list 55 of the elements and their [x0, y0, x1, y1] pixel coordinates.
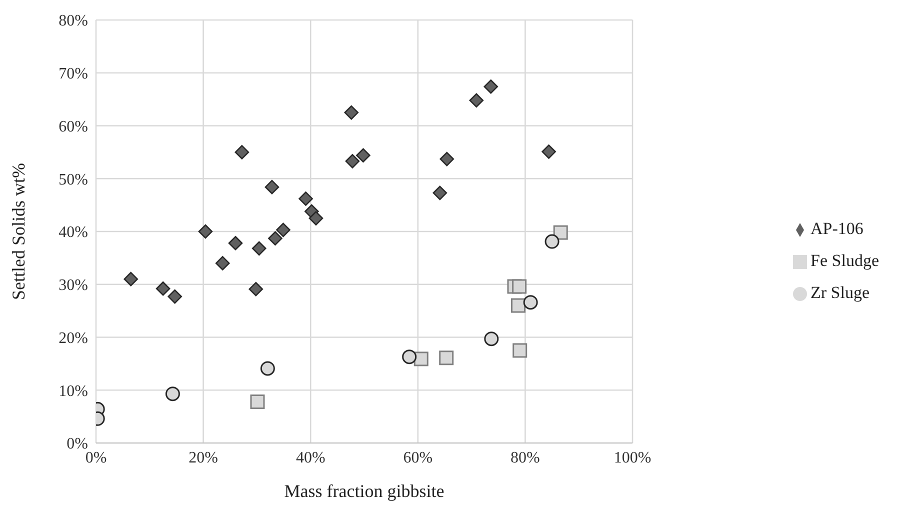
- point: [344, 105, 359, 120]
- point: [228, 236, 243, 250]
- point: [215, 256, 230, 270]
- legend-label: Fe Sludge: [810, 250, 879, 270]
- x-tick-label: 60%: [403, 449, 433, 466]
- point: [414, 352, 428, 366]
- x-tick-label: 20%: [188, 449, 218, 466]
- point: [542, 144, 556, 159]
- point: [250, 394, 265, 410]
- y-tick-label: 0%: [66, 436, 88, 453]
- point: [469, 93, 484, 108]
- y-tick-label: 30%: [58, 277, 88, 294]
- point: [484, 332, 499, 346]
- point: [544, 234, 560, 249]
- point: [553, 225, 568, 240]
- point: [165, 386, 180, 402]
- y-tick-label: 50%: [58, 171, 88, 188]
- point: [264, 180, 280, 194]
- point: [168, 289, 182, 304]
- y-tick-label: 20%: [58, 330, 88, 347]
- x-tick-label: 100%: [614, 449, 652, 466]
- y-axis-title: Settled Solids wt%: [8, 162, 28, 300]
- y-tick-label: 80%: [58, 12, 88, 30]
- point: [268, 231, 282, 246]
- point: [523, 295, 538, 310]
- point: [198, 224, 213, 239]
- point: [356, 148, 370, 163]
- x-axis-title: Mass fraction gibbsite: [284, 481, 444, 501]
- y-tick-label: 70%: [58, 66, 88, 83]
- point: [124, 272, 138, 286]
- x-tick-label: 40%: [296, 449, 326, 466]
- point: [308, 211, 324, 226]
- point: [345, 154, 360, 168]
- point: [512, 279, 527, 294]
- point: [439, 350, 454, 366]
- point: [252, 241, 266, 256]
- legend-label: Zr Sluge: [810, 282, 870, 302]
- point: [298, 192, 313, 206]
- x-tick-label: 0%: [85, 449, 107, 466]
- point: [440, 152, 454, 166]
- x-tick-label: 80%: [510, 449, 540, 466]
- point: [510, 298, 526, 313]
- point: [432, 186, 448, 200]
- legend-label: AP-106: [810, 218, 864, 238]
- point: [248, 282, 264, 296]
- point: [276, 222, 290, 238]
- point: [512, 343, 528, 358]
- point: [484, 79, 498, 94]
- y-tick-label: 10%: [58, 382, 88, 400]
- y-tick-label: 60%: [58, 118, 88, 136]
- point: [156, 281, 170, 296]
- point: [260, 361, 275, 376]
- point: [234, 145, 250, 160]
- y-tick-label: 40%: [58, 224, 88, 242]
- point: [402, 350, 417, 364]
